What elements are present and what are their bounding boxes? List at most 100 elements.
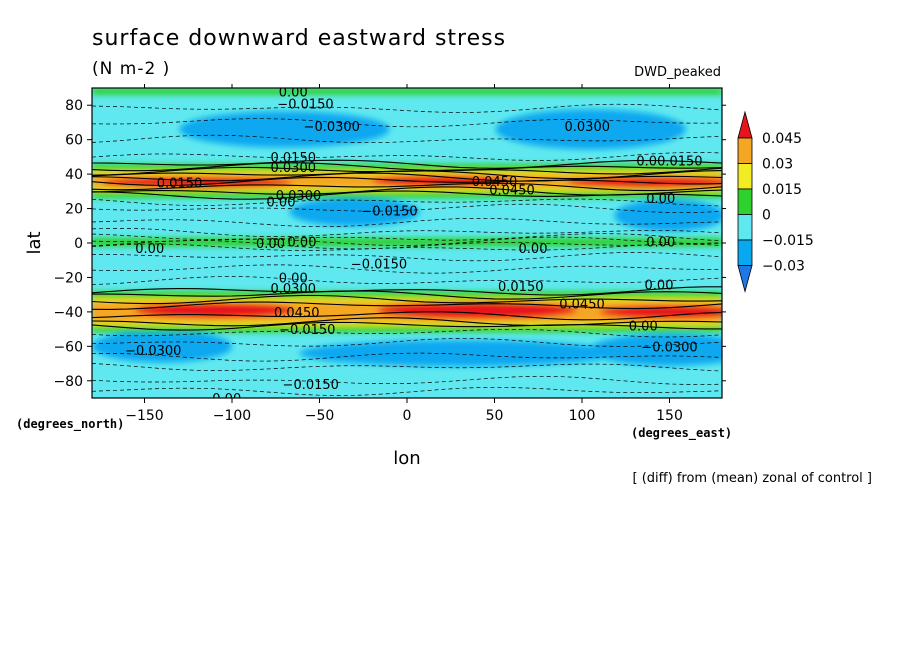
colorbar-segment — [737, 214, 753, 241]
contour-label: 0.00 — [645, 278, 674, 293]
contour-label: 0.0300 — [271, 161, 317, 176]
contour-label: −0.0150 — [351, 258, 407, 273]
contour-label: 0.00 — [279, 271, 308, 286]
x-tick-label: 0 — [403, 408, 412, 424]
colorbar-segment — [737, 137, 753, 164]
contour-line — [92, 176, 722, 187]
contour-label: −0.0150 — [279, 323, 335, 338]
x-tick-label: −100 — [213, 408, 251, 424]
contour-line — [92, 198, 722, 207]
contour-line — [92, 386, 722, 396]
contour-labels: 0.00−0.0150−0.0300 0.03000.01500.03000.01… — [125, 85, 703, 407]
field-region-0 — [179, 111, 390, 148]
field-region-2 — [92, 330, 232, 363]
y-axis-units: (degrees_north) — [16, 417, 124, 432]
contour-line — [92, 301, 722, 310]
contour-line — [92, 252, 722, 262]
contour-label: 0.0150 — [498, 280, 544, 295]
contour-line — [92, 190, 722, 200]
x-tick-label: 150 — [656, 408, 683, 424]
y-tick-label: 40 — [65, 167, 83, 183]
y-axis-ticks: 80 60 40 20 0 −20 −40 −60 −80 — [53, 98, 726, 390]
field-region-13 — [92, 237, 722, 247]
colorbar-label: −0.015 — [762, 233, 814, 249]
contour-label: 0.0450 — [274, 306, 320, 321]
contour-line — [92, 182, 722, 192]
x-tick-label: −150 — [125, 408, 163, 424]
contour-label: 0.0300 — [271, 282, 317, 297]
contour-label: 0.00 — [267, 196, 296, 211]
contour-lines — [92, 103, 722, 396]
field-region-20 — [92, 88, 722, 95]
contour-line — [92, 376, 722, 385]
x-axis-ticks: −150 −100 −50 0 50 100 150 — [125, 84, 683, 424]
contour-line — [92, 159, 722, 169]
contour-line — [92, 118, 722, 128]
colorbar-label: 0.045 — [762, 131, 802, 147]
colorbar: 0.045 0.03 0.015 0 −0.015 −0.03 — [737, 110, 814, 294]
colorbar-segment — [737, 163, 753, 190]
contour-label: −0.0150 — [361, 204, 417, 219]
colorbar-label: 0 — [762, 208, 771, 224]
y-axis-label: lat — [24, 231, 45, 254]
contour-label: 0.0300 — [276, 189, 322, 204]
contour-label: 0.00 — [135, 242, 164, 257]
contour-line — [92, 363, 722, 372]
y-tick-label: 0 — [74, 236, 83, 252]
contour-line — [92, 317, 722, 327]
field-region-1 — [495, 109, 686, 150]
contour-line — [92, 243, 722, 251]
contour-label: 0.00 — [288, 235, 317, 250]
contour-label: 0.00 — [279, 85, 308, 100]
contour-line — [92, 162, 722, 172]
contour-label: 0.00 — [212, 392, 241, 407]
contour-line — [92, 328, 722, 338]
contour-line — [92, 103, 722, 113]
contour-line — [92, 240, 722, 250]
contour-label: 0.00 — [646, 192, 675, 207]
contour-label: 0.0300 — [565, 120, 611, 135]
stress-field — [92, 88, 722, 367]
y-tick-label: 60 — [65, 133, 83, 149]
contour-line — [92, 264, 722, 274]
y-tick-label: −40 — [53, 305, 83, 321]
field-region-11 — [372, 175, 512, 187]
contour-label: −0.0300 — [125, 344, 181, 359]
field-region-3 — [299, 340, 620, 367]
field-region-5 — [289, 198, 420, 226]
plot-area: 0.00−0.0150−0.0300 0.03000.01500.03000.01… — [92, 85, 722, 407]
contour-label: 0.0450 — [472, 175, 518, 190]
chart-title: surface downward eastward stress — [92, 26, 506, 51]
contour-label: 0.00 — [256, 237, 285, 252]
colorbar-segment — [737, 239, 753, 266]
contour-line — [92, 321, 722, 331]
x-tick-label: 50 — [486, 408, 504, 424]
contour-line — [92, 338, 722, 347]
contour-line — [92, 228, 722, 238]
contour-line — [92, 217, 722, 228]
contour-line — [92, 152, 722, 161]
y-tick-label: −60 — [53, 339, 83, 355]
contour-label: 0.00.0150 — [636, 154, 702, 169]
contour-line — [92, 172, 722, 182]
run-label: DWD_peaked — [634, 65, 721, 80]
contour-line — [92, 352, 722, 362]
colorbar-arrow-bottom — [737, 265, 753, 294]
contour-label: 0.0450 — [489, 184, 535, 199]
colorbar-label: 0.03 — [762, 157, 793, 173]
contour-line — [92, 294, 722, 305]
colorbar-arrow-top — [737, 110, 753, 139]
y-tick-label: −20 — [53, 270, 83, 286]
contour-label: −0.0150 — [277, 98, 333, 113]
contour-label: 0.00 — [629, 320, 658, 335]
contour-line — [92, 203, 722, 213]
contour-line — [92, 286, 722, 296]
field-region-4 — [589, 333, 722, 366]
contour-label: 0.00 — [646, 235, 675, 250]
contour-label: 0.0150 — [271, 151, 317, 166]
x-tick-label: 100 — [569, 408, 596, 424]
chart-units: (N m-2 ) — [92, 59, 170, 79]
field-region-19 — [599, 304, 722, 319]
colorbar-label: −0.03 — [762, 259, 805, 275]
